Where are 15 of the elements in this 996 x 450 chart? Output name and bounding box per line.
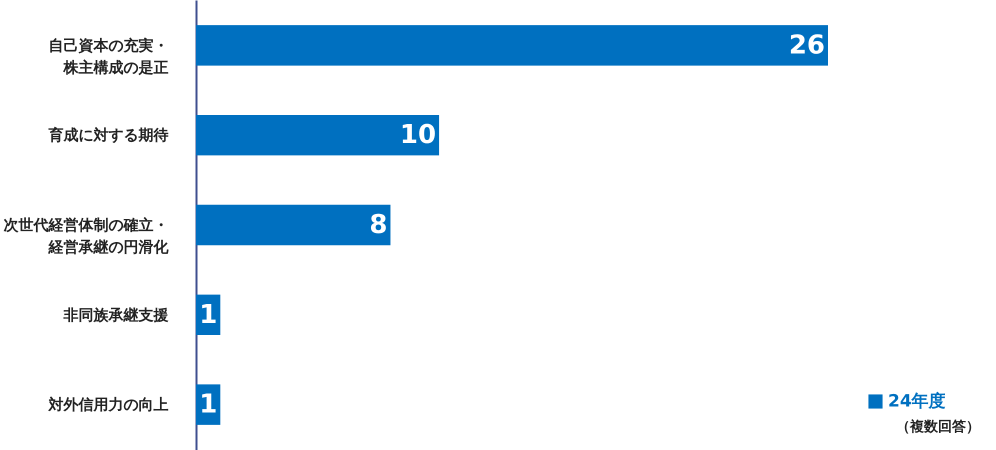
y-tick-label: 自己資本の充実・株主構成の是正: [48, 36, 168, 76]
data-label: 8: [369, 210, 388, 240]
legend-label: 24年度: [888, 392, 946, 412]
data-label: 1: [199, 300, 218, 330]
data-label: 10: [400, 120, 436, 150]
y-tick-label: 非同族承継支援: [62, 306, 168, 324]
data-label: 26: [788, 30, 825, 60]
bar: [196, 204, 390, 246]
bar: [196, 25, 828, 66]
data-label: 1: [199, 390, 218, 420]
y-tick-label: 対外信用力の向上: [48, 396, 168, 414]
text: （複数回答）: [896, 418, 980, 435]
y-tick-label: 育成に対する期待: [48, 126, 168, 144]
y-tick-label: 次世代経営体制の確立・経営承継の円滑化: [4, 216, 170, 256]
bar: [196, 114, 440, 156]
